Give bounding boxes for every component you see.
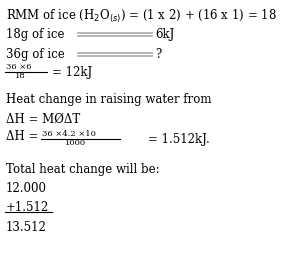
Text: 36g of ice: 36g of ice (6, 48, 65, 61)
Text: 6kJ: 6kJ (155, 28, 174, 41)
Text: = 12kJ: = 12kJ (52, 66, 92, 79)
Text: 18: 18 (15, 72, 26, 80)
Text: ΔH = MØΔT: ΔH = MØΔT (6, 113, 80, 126)
Text: 36 ×4.2 ×10: 36 ×4.2 ×10 (42, 130, 96, 138)
Text: 18g of ice: 18g of ice (6, 28, 64, 41)
Text: RMM of ice (H$_2$O$_{(s)}$) = (1 x 2) + (16 x 1) = 18: RMM of ice (H$_2$O$_{(s)}$) = (1 x 2) + … (6, 8, 277, 25)
Text: 36 ×6: 36 ×6 (6, 63, 32, 71)
Text: = 1.512kJ.: = 1.512kJ. (148, 133, 210, 146)
Text: 13.512: 13.512 (6, 221, 47, 234)
Text: 1000: 1000 (65, 139, 86, 147)
Text: ΔH =: ΔH = (6, 130, 42, 143)
Text: Heat change in raising water from: Heat change in raising water from (6, 93, 212, 106)
Text: 12.000: 12.000 (6, 182, 47, 195)
Text: +1.512: +1.512 (6, 201, 49, 214)
Text: ?: ? (155, 48, 161, 61)
Text: Total heat change will be:: Total heat change will be: (6, 163, 160, 176)
